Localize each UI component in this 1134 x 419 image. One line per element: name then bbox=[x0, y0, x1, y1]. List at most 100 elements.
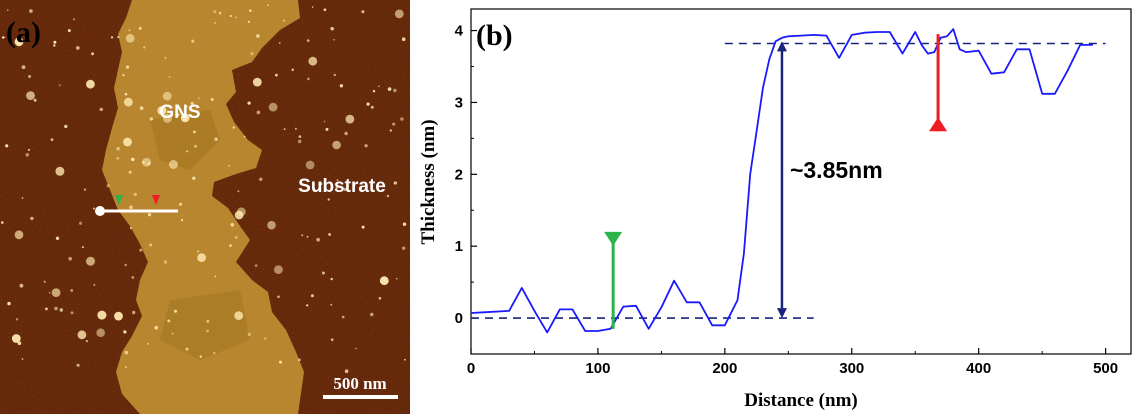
surface-particle bbox=[21, 197, 24, 199]
surface-particle bbox=[247, 101, 251, 105]
surface-particle bbox=[11, 334, 21, 343]
surface-particle bbox=[197, 253, 207, 263]
surface-particle bbox=[132, 310, 136, 315]
thickness-profile-line bbox=[470, 28, 1093, 334]
surface-particle bbox=[21, 358, 24, 360]
surface-particle bbox=[275, 73, 278, 77]
surface-particle bbox=[143, 46, 146, 49]
surface-particle bbox=[306, 235, 309, 238]
surface-particle bbox=[138, 27, 142, 30]
surface-particle bbox=[370, 105, 374, 109]
scale-bar-label: 500 nm bbox=[333, 374, 386, 393]
y-axis-title: Thickness (nm) bbox=[418, 119, 439, 244]
surface-particle bbox=[328, 233, 331, 236]
surface-particle bbox=[55, 166, 65, 176]
surface-particle bbox=[70, 311, 74, 315]
surface-particle bbox=[53, 44, 56, 47]
surface-particle bbox=[323, 8, 327, 12]
surface-particle bbox=[106, 184, 110, 188]
x-tick-label: 0 bbox=[467, 360, 475, 377]
surface-particle bbox=[372, 90, 376, 93]
surface-particle bbox=[366, 102, 370, 106]
surface-particle bbox=[14, 37, 24, 47]
afm-image-panel: (a) GNS Substrate 500 nm bbox=[0, 0, 410, 414]
surface-particle bbox=[389, 129, 392, 132]
surface-particle bbox=[277, 295, 280, 299]
surface-particle bbox=[131, 276, 135, 279]
surface-particle bbox=[267, 4, 270, 6]
surface-particle bbox=[214, 275, 217, 278]
surface-particle bbox=[77, 330, 87, 340]
surface-particle bbox=[316, 237, 320, 242]
thickness-profile-chart: (b) Distance (nm) Thickness (nm) 0 100 200… bbox=[410, 0, 1134, 414]
surface-particle bbox=[124, 92, 128, 96]
surface-particle bbox=[142, 157, 152, 167]
surface-particle bbox=[162, 91, 172, 101]
surface-particle bbox=[393, 181, 397, 185]
surface-particle bbox=[59, 308, 63, 312]
surface-particle bbox=[54, 306, 58, 311]
surface-particle bbox=[402, 222, 407, 226]
surface-particle bbox=[79, 221, 83, 225]
surface-particle bbox=[378, 297, 382, 300]
y-axis: 0 1 2 3 4 bbox=[455, 23, 477, 355]
surface-particle bbox=[229, 244, 232, 247]
surface-particle bbox=[147, 213, 152, 217]
surface-particle bbox=[234, 236, 238, 239]
surface-particle bbox=[15, 318, 19, 321]
surface-particle bbox=[139, 248, 143, 252]
surface-particle bbox=[86, 79, 95, 89]
surface-particle bbox=[361, 10, 365, 14]
surface-particle bbox=[14, 230, 24, 240]
surface-particle bbox=[394, 9, 404, 19]
surface-particle bbox=[330, 303, 333, 306]
surface-particle bbox=[91, 52, 94, 56]
x-axis-title: Distance (nm) bbox=[744, 390, 857, 411]
surface-particle bbox=[339, 84, 344, 88]
surface-particle bbox=[157, 106, 167, 116]
surface-particle bbox=[248, 9, 252, 13]
surface-particle bbox=[30, 216, 34, 221]
surface-particle bbox=[7, 9, 9, 11]
surface-particle bbox=[1, 221, 4, 224]
surface-particle bbox=[310, 294, 314, 298]
surface-particle bbox=[51, 288, 61, 297]
surface-particle bbox=[76, 46, 80, 50]
x-tick-label: 300 bbox=[839, 360, 864, 377]
surface-particle bbox=[252, 77, 262, 87]
surface-particle bbox=[330, 27, 334, 31]
surface-particle bbox=[330, 277, 333, 281]
surface-particle bbox=[345, 114, 355, 124]
surface-particle bbox=[235, 16, 238, 19]
surface-particle bbox=[327, 198, 330, 201]
surface-particle bbox=[124, 263, 127, 267]
surface-particle bbox=[196, 250, 200, 253]
surface-particle bbox=[50, 138, 54, 142]
surface-particle bbox=[229, 15, 232, 17]
surface-particle bbox=[122, 74, 125, 77]
surface-particle bbox=[306, 304, 309, 307]
surface-particle bbox=[191, 39, 195, 43]
surface-particle bbox=[243, 135, 246, 138]
gns-label: GNS bbox=[159, 102, 200, 123]
surface-particle bbox=[378, 85, 380, 88]
surface-particle bbox=[213, 351, 216, 355]
x-tick-label: 400 bbox=[966, 360, 991, 377]
surface-particle bbox=[259, 177, 263, 181]
surface-particle bbox=[197, 97, 200, 100]
surface-particle bbox=[116, 147, 120, 151]
surface-particle bbox=[341, 315, 345, 319]
surface-particle bbox=[395, 277, 398, 280]
surface-particle bbox=[123, 137, 132, 147]
surface-particle bbox=[168, 160, 178, 169]
y-tick-label: 1 bbox=[455, 238, 463, 255]
surface-particle bbox=[110, 36, 114, 39]
surface-particle bbox=[124, 366, 127, 368]
surface-particle bbox=[129, 205, 133, 210]
y-tick-label: 3 bbox=[455, 94, 463, 111]
surface-particle bbox=[370, 312, 374, 317]
surface-particle bbox=[176, 113, 180, 117]
surface-particle bbox=[139, 106, 144, 110]
surface-particle bbox=[247, 332, 251, 336]
afm-image: (a) GNS Substrate 500 nm bbox=[0, 0, 410, 414]
